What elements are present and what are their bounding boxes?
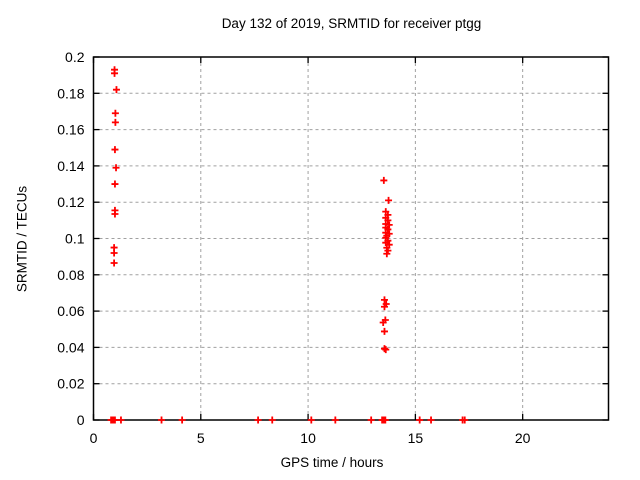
x-tick-label: 10 [300, 430, 316, 446]
y-tick-label: 0.18 [57, 85, 84, 101]
x-axis-label: GPS time / hours [280, 455, 384, 470]
data-point-marker [111, 416, 119, 424]
data-point-marker [111, 118, 119, 126]
chart-title: Day 132 of 2019, SRMTID for receiver ptg… [221, 16, 482, 31]
y-tick-label: 0.14 [57, 158, 84, 174]
data-point-marker [111, 69, 119, 77]
data-point-marker [385, 196, 393, 204]
y-tick-label: 0.08 [57, 267, 84, 283]
y-tick-label: 0.2 [65, 49, 85, 65]
plot-border [92, 56, 610, 421]
y-tick-label: 0.12 [57, 194, 84, 210]
data-point-marker [382, 346, 390, 354]
data-point-marker [111, 146, 119, 154]
data-point-marker [381, 416, 389, 424]
data-point-marker [158, 416, 166, 424]
data-point-marker [380, 327, 388, 335]
x-tick-label: 15 [408, 430, 424, 446]
data-point-marker [307, 416, 315, 424]
data-point-marker [416, 416, 424, 424]
data-point-marker [111, 180, 119, 188]
data-point-marker [110, 259, 118, 267]
data-point-marker [379, 319, 387, 327]
data-point-marker [380, 303, 388, 311]
x-tick-label: 5 [197, 430, 205, 446]
data-point-marker [111, 109, 119, 117]
data-point-marker [380, 296, 388, 304]
x-tick-label: 0 [90, 430, 98, 446]
y-tick-label: 0.16 [57, 122, 84, 138]
y-tick-label: 0 [77, 412, 85, 428]
data-point-marker [367, 416, 375, 424]
data-point-marker [112, 86, 120, 94]
x-tick-label: 20 [515, 430, 531, 446]
data-point-marker [112, 164, 120, 172]
data-point-marker [380, 345, 388, 353]
data-point-marker [178, 416, 186, 424]
y-tick-label: 0.1 [65, 231, 85, 247]
y-tick-label: 0.02 [57, 376, 84, 392]
data-point-marker [384, 216, 392, 224]
data-point-marker [110, 249, 118, 257]
data-point-marker [427, 416, 435, 424]
data-point-marker [380, 176, 388, 184]
y-tick-label: 0.04 [57, 339, 84, 355]
data-point-marker [254, 416, 262, 424]
data-point-marker [117, 416, 125, 424]
data-point-marker [111, 210, 119, 218]
data-point-marker [383, 250, 391, 258]
data-point-marker [461, 416, 469, 424]
y-tick-label: 0.06 [57, 303, 84, 319]
data-point-marker [268, 416, 276, 424]
data-point-marker [331, 416, 339, 424]
